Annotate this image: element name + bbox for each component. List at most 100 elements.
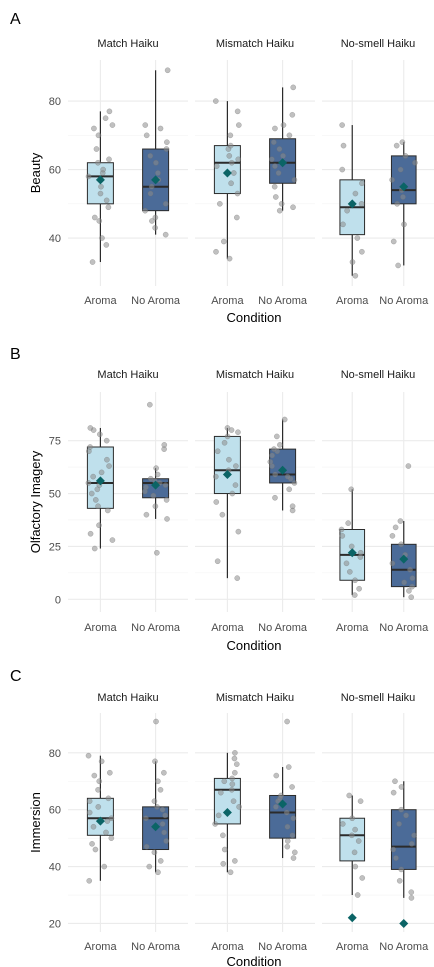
jitter-point [390,846,397,853]
x-tick-label: No Aroma [131,295,181,307]
jitter-point [162,200,169,207]
jitter-point [143,484,149,491]
jitter-point [339,122,345,128]
jitter-point [227,132,234,139]
x-tick-label: Aroma [336,941,369,953]
x-tick-label: Aroma [84,622,117,634]
jitter-point [86,809,93,816]
box-aroma: Aroma [211,749,244,953]
jitter-point [398,784,405,790]
mean-marker [151,822,161,832]
jitter-point [224,433,231,440]
jitter-point [213,248,219,255]
jitter-point [284,823,291,830]
jitter-point [163,146,170,152]
jitter-point [291,480,298,486]
jitter-point [345,520,352,527]
jitter-point [409,575,416,582]
jitter-point [408,594,415,601]
jitter-point [104,456,110,463]
mean-marker [95,816,105,826]
x-axis-title: Condition [227,310,282,325]
jitter-point [233,761,240,768]
facet-match-haiku: Match Haiku Aroma No Aroma [68,369,188,634]
mean-marker [399,554,409,564]
panel-c: C Match Haiku Aroma No Aroma Mismatch Haiku A… [10,668,434,967]
jitter-point [98,183,104,190]
jitter-point [352,190,359,197]
box-aroma: Aroma [211,425,244,634]
jitter-point [106,769,113,776]
jitter-point [146,863,153,870]
jitter-point [95,804,102,810]
facet-strip-label: No-smell Haiku [341,369,416,381]
jitter-point [284,838,291,844]
jitter-point [349,815,356,822]
jitter-point [153,549,160,556]
jitter-point [143,815,149,822]
jitter-point [147,475,154,482]
y-axis-title: Olfactory Imagery [28,450,43,553]
jitter-point [235,528,242,535]
mean-marker [95,175,105,185]
box-aroma: Aroma [84,108,117,307]
jitter-point [389,176,395,183]
jitter-point [390,789,397,796]
jitter-point [359,875,366,881]
jitter-point [339,532,346,539]
jitter-point [405,463,412,469]
jitter-point [102,115,109,122]
mean-marker [278,799,288,809]
jitter-point [161,829,167,836]
jitter-point [95,786,101,793]
jitter-point [93,146,100,152]
panel-b: B Match Haiku Aroma No Aroma Mismatch Haiku A… [10,346,434,653]
jitter-point [357,549,364,556]
jitter-point [232,858,238,864]
jitter-point [228,786,235,793]
jitter-point [352,272,359,279]
jitter-point [284,718,290,725]
facet-strip-label: Match Haiku [97,692,158,704]
jitter-point [348,832,355,839]
jitter-point [412,159,418,166]
mean-marker [399,182,409,192]
jitter-point [289,503,296,510]
jitter-point [289,111,296,118]
jitter-point [231,755,238,762]
jitter-point [392,778,398,785]
x-axis-title: Condition [227,954,282,967]
mean-marker [95,476,105,486]
x-tick-label: Aroma [336,622,369,634]
jitter-point [90,823,97,830]
mean-marker [151,175,161,185]
y-tick-label: 60 [49,805,61,817]
jitter-point [164,67,171,74]
jitter-point [286,132,293,139]
y-axis-title: Beauty [28,152,43,193]
jitter-point [271,183,278,190]
jitter-point [268,156,275,163]
jitter-point [96,522,102,529]
jitter-point [221,439,228,446]
jitter-point [351,592,358,598]
jitter-point [162,231,169,238]
y-tick-label: 50 [49,489,61,501]
jitter-point [406,587,412,594]
jitter-point [106,463,112,469]
jitter-point [392,524,399,531]
jitter-point [146,401,153,408]
mean-marker [222,168,232,178]
jitter-point [152,758,158,765]
jitter-point [355,838,362,844]
jitter-point [95,159,101,166]
y-tick-label: 80 [49,748,61,760]
facet-no-smell-haiku: No-smell Haiku Aroma No Aroma [322,369,434,634]
jitter-point [234,575,241,582]
facet-mismatch-haiku: Mismatch Haiku Aroma No Aroma [195,369,315,634]
jitter-point [108,835,115,841]
facet-mismatch-haiku: Mismatch Haiku Aroma No Aroma [195,692,315,953]
panel-letter: C [10,668,22,685]
jitter-point [233,214,240,221]
facet-match-haiku: Match Haiku Aroma No Aroma [68,38,188,307]
